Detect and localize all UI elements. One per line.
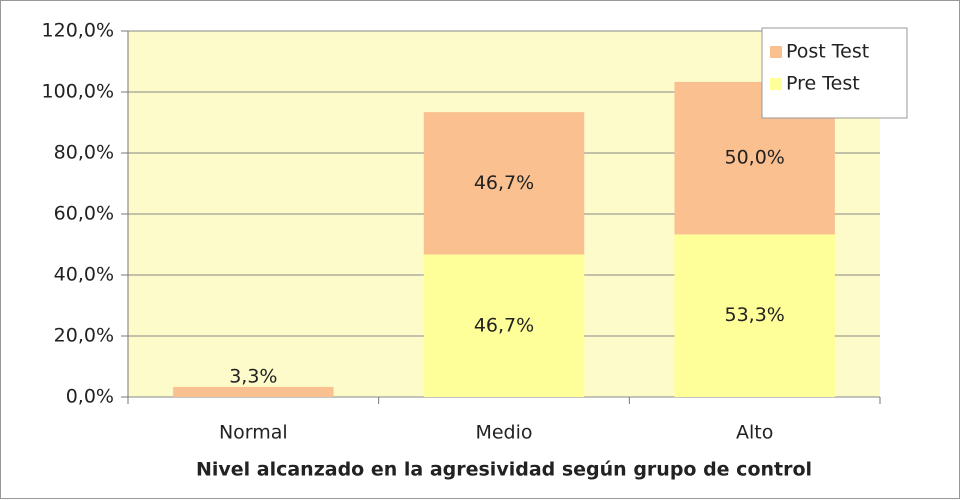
data-label: 46,7% [474, 172, 534, 194]
x-axis-title: Nivel alcanzado en la agresividad según … [196, 459, 812, 481]
data-label: 3,3% [229, 365, 277, 387]
y-tick-label: 40,0% [54, 264, 114, 286]
y-tick-label: 0,0% [66, 386, 114, 408]
y-tick-label: 60,0% [54, 203, 114, 225]
bar-segment [423, 254, 585, 397]
legend-swatch [770, 46, 782, 58]
data-label: 46,7% [474, 314, 534, 336]
y-tick-label: 120,0% [42, 20, 114, 42]
legend-label: Post Test [786, 41, 869, 63]
x-tick-label: Medio [475, 422, 532, 444]
bar-segment [674, 234, 835, 397]
data-label: 50,0% [724, 147, 784, 169]
data-label: 53,3% [724, 304, 784, 326]
bar-segment [423, 112, 585, 255]
x-tick-label: Normal [219, 422, 288, 444]
bar-segment [173, 386, 334, 397]
legend-swatch [770, 78, 782, 90]
x-tick-label: Alto [736, 422, 773, 444]
y-tick-label: 80,0% [54, 142, 114, 164]
y-tick-label: 20,0% [54, 325, 114, 347]
legend-box [761, 27, 908, 119]
legend-label: Pre Test [786, 73, 860, 95]
y-tick-label: 100,0% [42, 81, 114, 103]
